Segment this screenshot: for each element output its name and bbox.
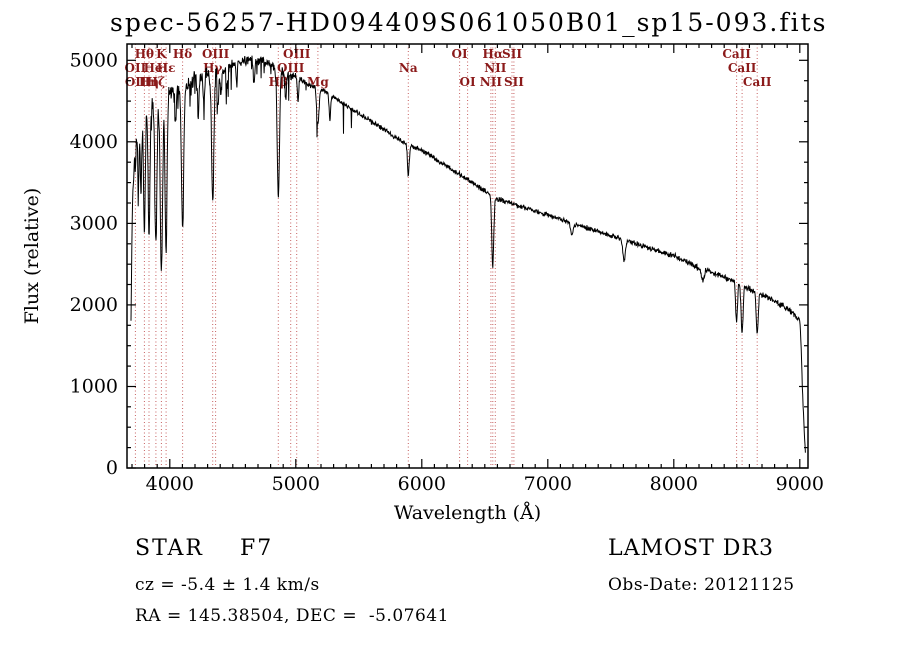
y-tick-label: 5000 xyxy=(70,49,118,71)
obs-date-label: Obs-Date: 20121125 xyxy=(608,575,795,595)
object-class-label: STAR F7 xyxy=(135,536,274,561)
x-axis: 4000 5000 6000 7000 8000 9000 Wavelength (Å) xyxy=(131,44,824,524)
spectral-line-label: Hζ xyxy=(147,75,165,89)
spectrum-title: spec-56257-HD094409S061050B01_sp15-093.f… xyxy=(110,8,828,37)
y-tick-label: 1000 xyxy=(70,376,118,398)
spectral-line-label: Hβ xyxy=(269,75,288,89)
spectrum-trace xyxy=(130,55,806,453)
x-tick-label: 6000 xyxy=(398,473,446,495)
y-tick-label: 3000 xyxy=(70,212,118,234)
spectral-line-label: Hγ xyxy=(203,61,222,75)
x-tick-label: 8000 xyxy=(650,473,698,495)
x-tick-label: 4000 xyxy=(146,473,194,495)
y-axis-title: Flux (relative) xyxy=(21,188,43,325)
spectral-line-label: OIII xyxy=(277,61,305,75)
spectral-line-label: HeI xyxy=(144,61,169,75)
spectral-line-label: Hε xyxy=(157,61,176,75)
spectral-line-label: K xyxy=(156,47,167,61)
spectrum-curve xyxy=(130,55,806,453)
x-tick-label: 5000 xyxy=(272,473,320,495)
spectral-line-label: Hθ xyxy=(135,47,154,61)
ra-dec-label: RA = 145.38504, DEC = -5.07641 xyxy=(135,606,449,626)
spectral-line-label: Hη xyxy=(139,75,159,89)
spectral-line-label: OI xyxy=(452,47,468,61)
survey-label: LAMOST DR3 xyxy=(608,536,774,561)
y-tick-label: 0 xyxy=(106,457,118,479)
x-tick-label: 9000 xyxy=(776,473,824,495)
spectral-line-label: OII xyxy=(125,61,147,75)
spectral-line-label: Hδ xyxy=(173,47,192,61)
spectral-line-label: OII xyxy=(125,75,147,89)
x-tick-label: 7000 xyxy=(524,473,572,495)
cz-label: cz = -5.4 ± 1.4 km/s xyxy=(135,575,320,595)
spectral-line-label: CaII xyxy=(722,47,751,61)
spectral-line-markers xyxy=(134,44,758,468)
axes xyxy=(126,43,809,469)
y-tick-label: 4000 xyxy=(70,131,118,153)
spectral-line-label: NII xyxy=(480,75,503,89)
x-axis-title: Wavelength (Å) xyxy=(394,502,541,524)
spectral-line-label: OIII xyxy=(283,47,311,61)
spectral-line-label: OIII xyxy=(202,47,230,61)
spectral-line-label: NII xyxy=(484,61,507,75)
spectral-line-label: CaII xyxy=(743,75,772,89)
spectral-line-label: Na xyxy=(399,61,418,75)
y-axis: 0 1000 2000 3000 4000 5000 Flux (relative) xyxy=(21,49,808,479)
spectral-line-label: Hα xyxy=(483,47,504,61)
spectral-line-label: OI xyxy=(460,75,476,89)
spectral-line-label: SII xyxy=(504,75,524,89)
y-tick-label: 2000 xyxy=(70,294,118,316)
spectral-line-label: CaII xyxy=(728,61,757,75)
plot-frame xyxy=(126,43,809,469)
spectral-line-label: SII xyxy=(502,47,522,61)
